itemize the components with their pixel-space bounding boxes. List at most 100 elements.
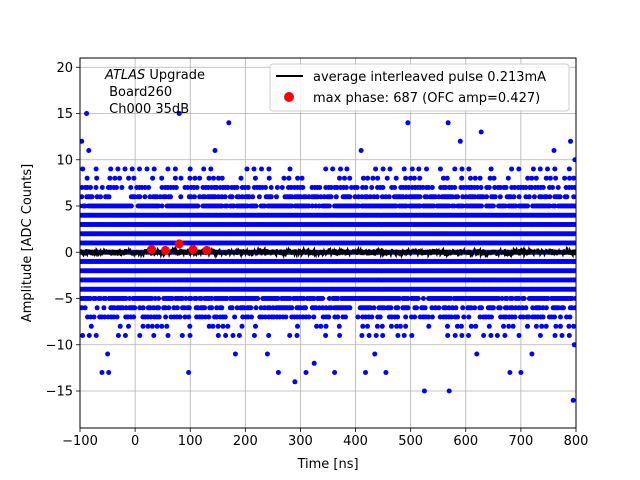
sample-point [414,305,420,311]
sample-point [114,314,120,320]
sample-point [306,314,312,320]
sample-point [149,323,155,329]
sample-point [568,138,573,144]
sample-point [387,166,393,172]
sample-point [80,138,85,144]
sample-point [210,323,216,329]
sample-point [82,305,88,311]
sample-point [411,175,417,181]
sample-point [266,175,272,181]
sample-point [460,305,466,311]
sample-point [436,305,442,311]
sample-point [206,175,212,181]
sample-point [188,194,194,200]
sample-point [448,314,454,320]
sample-point [405,120,411,126]
sample-point [99,370,105,375]
x-tick-label: 700 [508,434,533,449]
sample-point [108,166,114,172]
sample-point [232,351,238,357]
sample-point [445,333,451,338]
annotation-line-1: Upgrade [145,68,205,83]
sample-point [510,323,516,329]
sample-point [516,166,522,172]
sample-point [151,333,157,338]
sample-point [215,333,221,338]
sample-point [286,175,292,181]
sample-point [372,351,378,357]
sample-point [165,333,171,338]
sample-point [533,323,539,329]
sample-point [492,194,498,200]
sample-point [106,370,112,375]
sample-point [159,203,165,209]
sample-point [89,194,95,200]
annotation-line-3: Ch000 35dB [105,102,189,117]
sample-point [156,314,162,320]
sample-point [478,129,484,135]
sample-point [208,166,214,172]
sample-point [380,333,386,338]
sample-point [177,314,183,320]
sample-point [333,194,339,200]
legend-marker-swatch [284,92,294,102]
sample-point [394,323,400,329]
sample-point [553,323,559,329]
sample-point [529,351,535,357]
sample-point [363,370,368,375]
annotation-line-2: Board260 [105,85,172,100]
sample-point [330,166,336,172]
sample-point [137,333,143,338]
sample-point [267,305,273,311]
sample-point [88,323,94,329]
sample-point [99,185,105,190]
sample-point [397,323,403,329]
y-tick-label: 0 [65,246,73,261]
sample-point [572,277,576,283]
sample-point [474,351,480,357]
sample-point [561,305,566,311]
sample-point [452,185,458,190]
sample-point [388,305,394,311]
sample-point [93,185,99,190]
sample-point [294,333,300,338]
sample-point [540,314,546,320]
sample-point [550,185,555,190]
sample-point [543,305,549,311]
sample-point [174,305,180,311]
sample-point [572,305,576,311]
sample-point [328,194,334,200]
sample-point [509,305,515,311]
sample-point [529,175,535,181]
x-tick-label: 500 [398,434,423,449]
sample-point [148,314,154,320]
sample-point [119,185,125,190]
sample-point [403,314,409,320]
sample-point [328,185,334,190]
sample-point [256,194,262,200]
sample-point [369,185,375,190]
sample-point [234,185,240,190]
sample-point [172,175,178,181]
sample-point [455,194,461,200]
sample-point [84,175,90,181]
sample-point [512,185,518,190]
sample-point [287,296,293,301]
x-axis-label: Time [ns] [296,457,358,472]
sample-point [553,175,559,181]
sample-point [343,185,349,190]
svg-text:ATLAS Upgrade: ATLAS Upgrade [104,68,205,83]
sample-point [128,185,134,190]
sample-point [337,333,343,338]
sample-point [275,370,281,375]
sample-point [443,185,449,190]
sample-point [466,333,471,338]
sample-point [166,305,172,311]
annotation-italic: ATLAS [104,68,145,83]
sample-point [326,314,332,320]
y-tick-label: −5 [54,292,73,307]
sample-point [572,286,576,292]
sample-point [401,333,407,338]
sample-point [105,351,111,357]
sample-point [526,194,532,200]
